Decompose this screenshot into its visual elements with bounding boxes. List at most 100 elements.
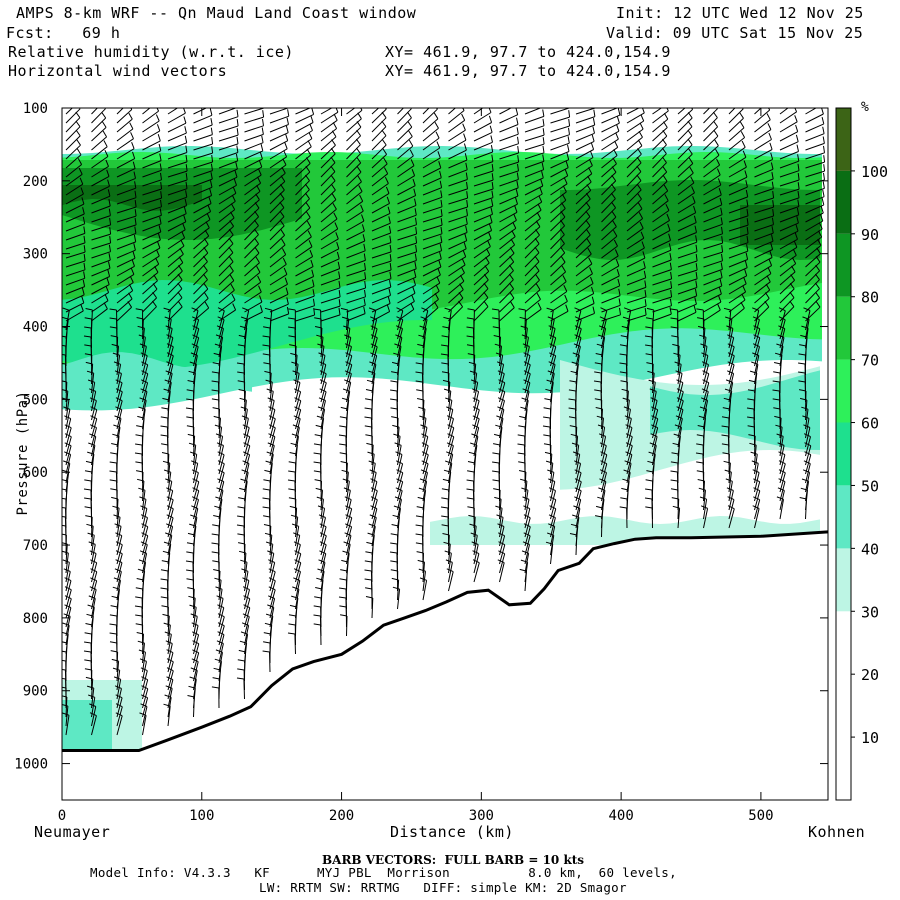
wind-barb [524, 109, 545, 124]
wind-barb [805, 256, 821, 277]
wind-barb [677, 263, 698, 277]
wind-barb [371, 139, 387, 160]
wind-barb [167, 126, 187, 142]
wind-barb [142, 266, 159, 286]
wind-barb [649, 442, 657, 466]
wind-barb [569, 425, 578, 448]
wind-barb [365, 596, 374, 619]
wind-barb [91, 179, 110, 196]
wind-barb [65, 187, 84, 205]
wind-barb [91, 130, 108, 151]
wind-barb [779, 282, 795, 304]
wind-barb [391, 577, 400, 601]
wind-barb [498, 550, 506, 574]
wind-barb [601, 288, 621, 304]
wind-barb [497, 397, 505, 421]
wind-barb [142, 124, 161, 142]
wind-barb [442, 533, 450, 556]
wind-barb [776, 496, 784, 520]
wind-barb [320, 113, 338, 133]
wind-barb [263, 524, 272, 547]
wind-barb [703, 108, 711, 115]
wind-barb [601, 157, 617, 178]
wind-barb [803, 307, 811, 331]
wind-barb [218, 265, 234, 286]
wind-barb [499, 213, 517, 232]
wind-barb [728, 285, 747, 304]
wind-barb [419, 577, 428, 601]
wind-barb [575, 257, 593, 277]
wind-barb [575, 201, 591, 223]
wind-barb [397, 111, 412, 133]
wind-barb [193, 246, 209, 268]
wind-barb [269, 229, 286, 250]
wind-barb [193, 108, 208, 115]
wind-barb [575, 210, 591, 232]
wind-barb [626, 108, 640, 115]
wind-barb [575, 167, 593, 187]
xy-range-2: XY= 461.9, 97.7 to 424.0,154.9 [385, 62, 671, 80]
wind-barb [91, 294, 109, 313]
wind-barb [91, 227, 112, 241]
wind-barb [187, 587, 195, 610]
wind-barb [550, 275, 567, 295]
wind-barb [575, 175, 592, 196]
wind-barb [244, 247, 260, 268]
wind-barb [295, 279, 315, 295]
colorbar-segment [836, 296, 851, 360]
wind-barb [601, 211, 617, 232]
wind-barb [218, 203, 236, 223]
wind-barb [645, 506, 653, 529]
wind-barb [91, 261, 111, 277]
wind-barb [473, 239, 491, 259]
rh-band-50-lower [62, 352, 252, 408]
wind-barb [320, 108, 339, 124]
wind-barb [65, 262, 86, 277]
wind-barb [167, 154, 188, 169]
wind-barb [422, 151, 441, 169]
wind-barb [65, 108, 73, 115]
wind-barb [575, 118, 596, 133]
wind-barb [448, 172, 468, 187]
wind-barb [499, 163, 519, 178]
wind-barb [320, 290, 341, 304]
wind-barb [446, 451, 454, 475]
wind-barb [575, 267, 593, 286]
wind-barb [448, 113, 466, 133]
wind-barb [264, 370, 272, 394]
wind-barb [320, 232, 339, 250]
wind-barb [595, 407, 603, 430]
wind-barb [63, 613, 71, 637]
wind-barb [269, 257, 287, 277]
wind-barb [266, 451, 274, 475]
wind-barb [548, 514, 556, 538]
wind-barb [703, 197, 723, 214]
wind-barb [626, 193, 642, 214]
wind-barb [594, 398, 603, 421]
wind-barb [346, 224, 365, 241]
wind-barb [369, 514, 377, 538]
wind-barb [244, 228, 259, 250]
forecast-hour: Fcst: 69 h [6, 24, 121, 42]
wind-barb [499, 238, 516, 259]
wind-barb [779, 154, 800, 169]
wind-barb [499, 189, 519, 205]
wind-barb [135, 308, 144, 331]
wind-barb [371, 111, 387, 133]
wind-barb [293, 577, 301, 601]
wind-barb [728, 170, 748, 187]
y-tick-label: 1000 [14, 757, 48, 773]
wind-barb [697, 317, 705, 340]
wind-barb [65, 235, 86, 250]
wind-barb [595, 515, 603, 538]
wind-barb [601, 249, 619, 268]
wind-barb [212, 407, 220, 430]
wind-barb [116, 108, 124, 115]
wind-barb [601, 132, 619, 151]
wind-barb [218, 211, 235, 232]
wind-barb [395, 325, 403, 349]
wind-barb [575, 228, 591, 250]
wind-barb [448, 123, 466, 142]
wind-barb [499, 136, 519, 151]
left-endpoint-label: Neumayer [34, 823, 111, 841]
